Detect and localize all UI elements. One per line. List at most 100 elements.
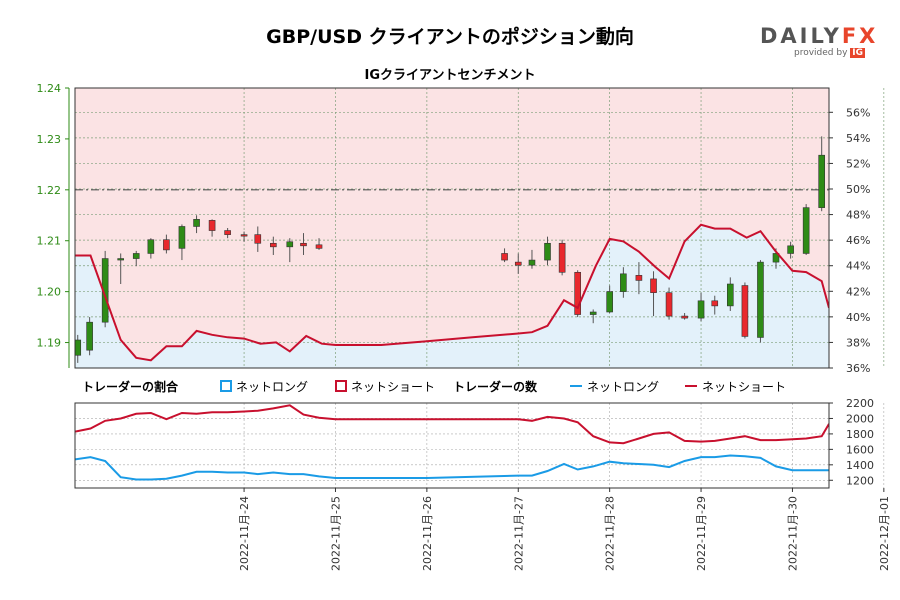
sentiment-zones xyxy=(75,88,829,368)
bottom-grid xyxy=(75,403,885,488)
candle-down xyxy=(741,285,749,337)
legend-pct-heading: トレーダーの割合 xyxy=(82,379,179,394)
candle-up xyxy=(193,219,200,227)
legend-count-long: ネットロング xyxy=(587,380,659,394)
candle-up xyxy=(132,253,140,259)
pct-tick-label: 44% xyxy=(846,260,870,273)
pct-tick-label: 46% xyxy=(846,234,870,247)
net-short-count-line xyxy=(75,404,829,445)
count-axis: 1200 1400 1600 1800 2000 2200 xyxy=(829,397,874,487)
logo-wordmark: DAILYFX xyxy=(760,24,875,48)
chart-title: GBP/USD クライアントのポジション動向 xyxy=(266,26,634,48)
candle-up xyxy=(86,321,93,351)
candle-up xyxy=(802,207,810,254)
price-sentiment-panel: 1.19 1.20 1.21 1.22 1.23 1.24 36% 38% 40% 42% 44%… xyxy=(37,82,885,375)
pct-tick-label: 48% xyxy=(846,209,870,222)
count-lines xyxy=(75,404,829,481)
candle-up xyxy=(75,339,82,356)
candle-up xyxy=(286,241,294,248)
legend: トレーダーの割合 ネットロング ネットショート トレーダーの数 ネットロング ネ… xyxy=(82,379,786,394)
candle-down xyxy=(501,253,508,261)
legend-pct-short: ネットショート xyxy=(351,380,435,394)
dailyfx-logo: DAILYFX provided by IG xyxy=(760,24,875,58)
legend-long-box xyxy=(220,380,232,392)
candle-down xyxy=(315,244,323,249)
count-tick-label: 1800 xyxy=(846,428,874,441)
legend-count-short: ネットショート xyxy=(702,380,786,394)
pct-tick-label: 38% xyxy=(846,336,870,349)
date-tick-label: 2022-11月-26 xyxy=(421,496,434,571)
candle-down xyxy=(163,239,170,251)
candle-down xyxy=(574,271,581,315)
logo-ig: IG xyxy=(850,48,866,58)
candle-up xyxy=(544,242,551,261)
price-tick-label: 1.21 xyxy=(37,235,62,248)
logo-daily: DAILY xyxy=(760,24,842,48)
legend-pct-long: ネットロング xyxy=(236,380,308,394)
candle-down xyxy=(208,220,216,231)
bottom-panel-frame xyxy=(74,402,830,489)
pct-axis: 36% 38% 40% 42% 44% 46% 48% 50% 52% 54% 56% xyxy=(829,106,870,375)
candle-up xyxy=(726,283,734,307)
long-zone xyxy=(75,224,829,368)
price-tick-label: 1.19 xyxy=(37,337,62,350)
count-tick-label: 1400 xyxy=(846,459,874,472)
date-tick-label: 2022-11月-24 xyxy=(238,496,251,571)
pct-tick-label: 54% xyxy=(846,132,870,145)
logo-provided-text: provided by xyxy=(794,48,848,58)
net-short-pct-line xyxy=(75,223,829,362)
date-axis: 2022-11月-24 2022-11月-25 2022-11月-26 2022-11… xyxy=(238,488,891,571)
candle-down xyxy=(240,234,248,237)
candle-down xyxy=(635,275,643,281)
pct-tick-label: 36% xyxy=(846,362,870,375)
candles xyxy=(75,136,825,363)
candle-up xyxy=(757,261,764,338)
candle-up xyxy=(528,259,536,266)
candle-down xyxy=(558,242,566,273)
count-tick-label: 1600 xyxy=(846,443,874,456)
date-tick-label: 2022-11月-29 xyxy=(695,496,708,571)
candle-up xyxy=(147,239,155,254)
candle-down xyxy=(711,300,719,307)
candle-up xyxy=(697,300,705,319)
legend-short-box xyxy=(335,380,347,392)
count-tick-label: 2200 xyxy=(846,397,874,410)
candle-down xyxy=(224,230,231,235)
candle-up xyxy=(589,311,597,315)
candle-up xyxy=(787,245,794,254)
date-tick-label: 2022-11月-28 xyxy=(604,496,617,571)
candle-down xyxy=(254,234,262,244)
price-tick-label: 1.20 xyxy=(37,286,62,299)
candle-up xyxy=(772,253,780,263)
price-tick-label: 1.22 xyxy=(37,184,62,197)
price-tick-label: 1.24 xyxy=(37,82,62,95)
pct-tick-label: 56% xyxy=(846,106,870,119)
candle-down xyxy=(665,292,673,317)
count-tick-label: 1200 xyxy=(846,474,874,487)
short-zone xyxy=(75,88,829,361)
pct-tick-label: 40% xyxy=(846,311,870,324)
legend-count-heading: トレーダーの数 xyxy=(453,379,538,394)
candle-down xyxy=(681,315,688,319)
candle-down xyxy=(650,278,657,293)
candle-up xyxy=(620,273,627,292)
date-tick-label: 2022-11月-30 xyxy=(786,496,799,571)
candle-up xyxy=(178,226,186,249)
candle-down xyxy=(514,261,522,266)
net-short-pct-polyline xyxy=(75,223,829,362)
candle-down xyxy=(270,242,277,248)
candle-up xyxy=(606,291,613,313)
price-axis: 1.19 1.20 1.21 1.22 1.23 1.24 xyxy=(37,82,70,368)
candle-up xyxy=(117,258,124,261)
chart-subtitle: IGクライアントセンチメント xyxy=(364,68,536,83)
pct-tick-label: 50% xyxy=(846,183,870,196)
candle-up xyxy=(818,154,825,208)
date-tick-label: 2022-12月-01 xyxy=(878,496,891,571)
pct-tick-label: 52% xyxy=(846,157,870,170)
candle-down xyxy=(300,242,307,247)
logo-provided-by: provided by IG xyxy=(794,48,870,58)
top-panel-frame xyxy=(74,87,830,369)
date-tick-label: 2022-11月-25 xyxy=(329,496,342,571)
